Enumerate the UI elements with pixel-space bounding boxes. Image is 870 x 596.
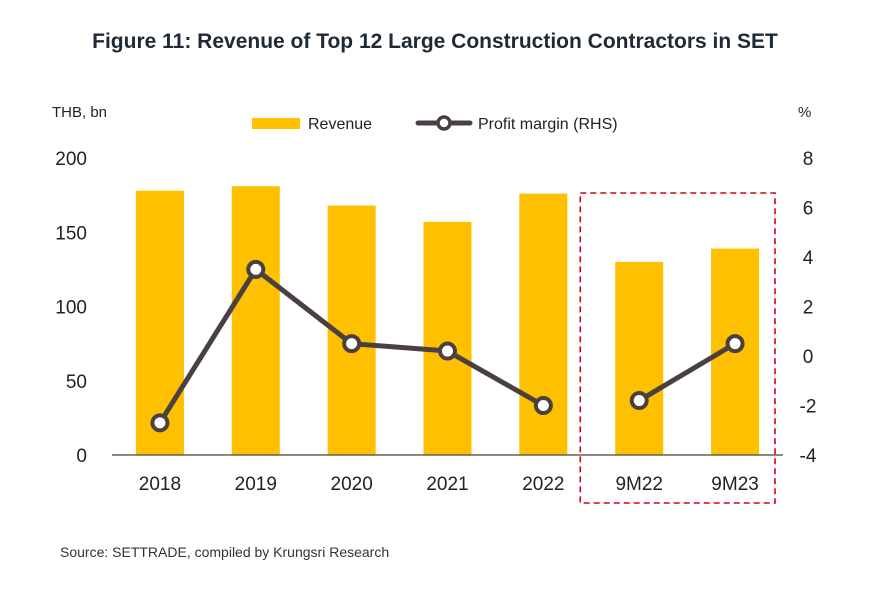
revenue-bars (135, 186, 760, 456)
legend-margin-marker (436, 115, 452, 131)
revenue-bar (519, 193, 568, 455)
x-tick-label: 9M23 (711, 474, 759, 495)
right-tick-label: 4 (803, 248, 814, 269)
left-axis-unit: THB, bn (52, 104, 107, 121)
profit-margin-point (533, 396, 553, 415)
revenue-bar (615, 261, 664, 455)
left-tick-label: 200 (55, 149, 87, 170)
revenue-bar (423, 221, 472, 455)
source-note: Source: SETTRADE, compiled by Krungsri R… (60, 544, 389, 560)
right-tick-label: 6 (803, 199, 814, 220)
x-tick-label: 9M22 (615, 474, 663, 495)
x-tick-label: 2020 (331, 474, 373, 495)
highlight-box (579, 192, 776, 504)
legend-revenue-label: Revenue (308, 116, 372, 133)
left-tick-label: 150 (55, 223, 87, 244)
chart-title: Figure 11: Revenue of Top 12 Large Const… (92, 30, 778, 53)
right-axis: 8 6 4 2 0 -2 -4 (800, 149, 817, 467)
revenue-bar (231, 186, 280, 455)
right-tick-label: 2 (803, 298, 814, 319)
legend: Revenue Profit margin (RHS) (252, 115, 618, 133)
profit-margin-series (150, 259, 745, 433)
profit-margin-point (150, 413, 170, 433)
profit-margin-point (342, 334, 362, 354)
profit-margin-point (629, 391, 649, 411)
right-tick-label: 0 (803, 347, 814, 368)
profit-margin-point (246, 259, 266, 279)
left-axis: 200 150 100 50 0 (55, 149, 87, 467)
legend-margin-label: Profit margin (RHS) (478, 116, 618, 133)
right-tick-label: -2 (800, 397, 817, 418)
revenue-bar (135, 190, 184, 456)
x-tick-label: 2019 (235, 474, 277, 495)
left-tick-label: 100 (55, 298, 87, 319)
right-tick-label: 8 (803, 149, 814, 170)
profit-margin-point (438, 341, 457, 361)
x-axis-labels: 2018 2019 2020 2021 2022 9M22 9M23 (139, 474, 759, 495)
x-tick-label: 2021 (426, 474, 468, 495)
x-tick-label: 2022 (522, 474, 564, 495)
profit-margin-line-9m (637, 341, 737, 403)
legend-revenue-swatch (252, 118, 300, 129)
right-tick-label: -4 (800, 446, 817, 467)
profit-margin-point (725, 334, 745, 354)
left-tick-label: 0 (76, 446, 87, 467)
left-tick-label: 50 (66, 372, 87, 393)
x-tick-label: 2018 (139, 474, 181, 495)
right-axis-unit: % (798, 104, 811, 121)
